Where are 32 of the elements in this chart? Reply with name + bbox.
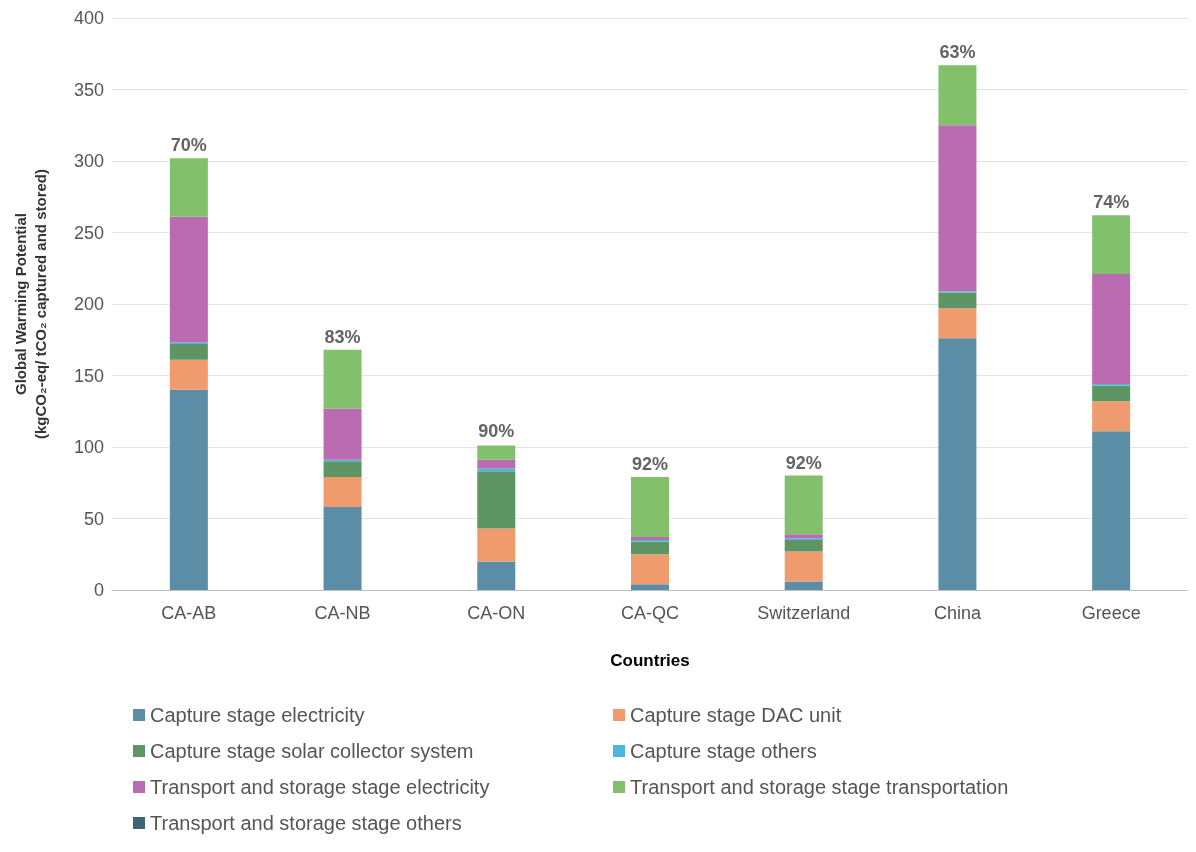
legend-label: Capture stage DAC unit xyxy=(630,704,842,726)
y-tick-label: 350 xyxy=(73,79,104,100)
annotation: 63% xyxy=(939,42,976,63)
x-tick-label: CA-QC xyxy=(621,603,679,623)
x-tick-label: China xyxy=(933,603,982,623)
annotation: 74% xyxy=(1093,192,1130,213)
y-tick-label: 150 xyxy=(73,365,104,386)
x-tick-label: Greece xyxy=(1081,603,1141,623)
y-axis-title: Global Warming Potential (kgCO₂-eq/ tCO₂ captured and stored) xyxy=(11,168,49,440)
y-tick-label: 0 xyxy=(93,580,104,600)
y-tick-label: 100 xyxy=(73,437,104,457)
x-tick-label: CA-NB xyxy=(314,603,371,623)
y-tick-label: 250 xyxy=(73,222,104,243)
x-tick-label: CA-ON xyxy=(467,603,526,623)
legend-label: Capture stage solar collector system xyxy=(150,740,474,762)
x-axis-title: Countries xyxy=(610,651,690,670)
legend-label: Transport and storage stage transportation xyxy=(630,776,1009,798)
legend-label: Transport and storage stage electricity xyxy=(150,776,490,798)
y-tick-label: 50 xyxy=(83,508,104,529)
x-tick-label: Switzerland xyxy=(757,603,851,623)
legend-label: Capture stage others xyxy=(630,740,817,762)
y-tick-label: 200 xyxy=(73,294,104,314)
legend-label: Transport and storage stage others xyxy=(150,812,462,834)
legend-label: Capture stage electricity xyxy=(150,704,365,726)
y-tick-label: 300 xyxy=(73,151,104,171)
annotation: 90% xyxy=(478,421,515,442)
annotation: 83% xyxy=(324,326,361,347)
annotation: 70% xyxy=(170,135,207,156)
x-tick-label: CA-AB xyxy=(161,603,217,623)
annotation: 92% xyxy=(631,454,669,475)
y-tick-label: 400 xyxy=(73,8,104,28)
annotation: 92% xyxy=(785,452,822,473)
